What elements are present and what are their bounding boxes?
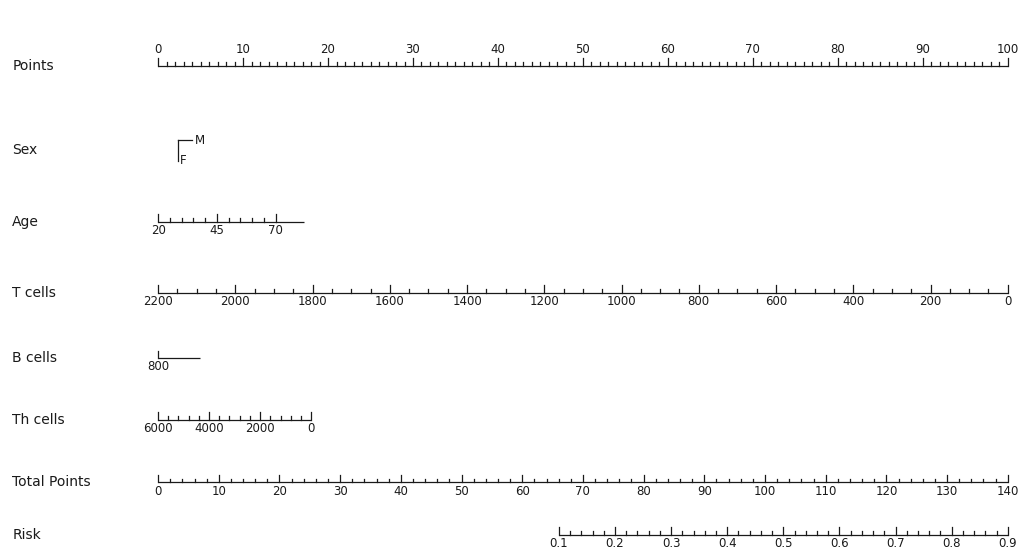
Text: 70: 70 bbox=[575, 485, 590, 498]
Text: 100: 100 bbox=[996, 43, 1018, 56]
Text: Points: Points bbox=[12, 59, 54, 73]
Text: 140: 140 bbox=[996, 485, 1018, 498]
Text: 50: 50 bbox=[575, 43, 590, 56]
Text: Th cells: Th cells bbox=[12, 412, 65, 427]
Text: 0.8: 0.8 bbox=[942, 537, 960, 547]
Text: 1600: 1600 bbox=[375, 295, 405, 308]
Text: 90: 90 bbox=[696, 485, 711, 498]
Text: F: F bbox=[179, 154, 185, 167]
Text: 60: 60 bbox=[660, 43, 675, 56]
Text: 50: 50 bbox=[453, 485, 469, 498]
Text: 40: 40 bbox=[393, 485, 408, 498]
Text: 20: 20 bbox=[272, 485, 286, 498]
Text: 20: 20 bbox=[151, 224, 165, 237]
Text: 110: 110 bbox=[814, 485, 836, 498]
Text: 0.1: 0.1 bbox=[549, 537, 568, 547]
Text: Age: Age bbox=[12, 214, 39, 229]
Text: 10: 10 bbox=[235, 43, 251, 56]
Text: 90: 90 bbox=[914, 43, 929, 56]
Text: 1000: 1000 bbox=[606, 295, 636, 308]
Text: 30: 30 bbox=[332, 485, 347, 498]
Text: 4000: 4000 bbox=[194, 422, 224, 435]
Text: 0: 0 bbox=[307, 422, 315, 435]
Text: 6000: 6000 bbox=[143, 422, 173, 435]
Text: 0.7: 0.7 bbox=[886, 537, 904, 547]
Text: 70: 70 bbox=[268, 224, 283, 237]
Text: 60: 60 bbox=[515, 485, 529, 498]
Text: 100: 100 bbox=[753, 485, 775, 498]
Text: 0: 0 bbox=[1003, 295, 1011, 308]
Text: 0.9: 0.9 bbox=[998, 537, 1016, 547]
Text: 2000: 2000 bbox=[220, 295, 250, 308]
Text: Total Points: Total Points bbox=[12, 475, 91, 490]
Text: 1200: 1200 bbox=[529, 295, 558, 308]
Text: 0.6: 0.6 bbox=[829, 537, 848, 547]
Text: 600: 600 bbox=[764, 295, 787, 308]
Text: 0.3: 0.3 bbox=[661, 537, 680, 547]
Text: 1400: 1400 bbox=[451, 295, 481, 308]
Text: 0.5: 0.5 bbox=[773, 537, 792, 547]
Text: Risk: Risk bbox=[12, 528, 41, 542]
Text: 70: 70 bbox=[745, 43, 759, 56]
Text: 200: 200 bbox=[918, 295, 941, 308]
Text: 0: 0 bbox=[154, 43, 162, 56]
Text: 0: 0 bbox=[154, 485, 162, 498]
Text: 130: 130 bbox=[935, 485, 957, 498]
Text: B cells: B cells bbox=[12, 351, 57, 365]
Text: 800: 800 bbox=[147, 360, 169, 374]
Text: 1800: 1800 bbox=[298, 295, 327, 308]
Text: 45: 45 bbox=[209, 224, 224, 237]
Text: T cells: T cells bbox=[12, 286, 56, 300]
Text: 10: 10 bbox=[211, 485, 226, 498]
Text: 80: 80 bbox=[636, 485, 650, 498]
Text: M: M bbox=[195, 133, 205, 147]
Text: 120: 120 bbox=[874, 485, 897, 498]
Text: 20: 20 bbox=[320, 43, 335, 56]
Text: Sex: Sex bbox=[12, 143, 38, 158]
Text: 2200: 2200 bbox=[143, 295, 173, 308]
Text: 80: 80 bbox=[829, 43, 845, 56]
Text: 40: 40 bbox=[490, 43, 504, 56]
Text: 400: 400 bbox=[842, 295, 863, 308]
Text: 0.2: 0.2 bbox=[605, 537, 624, 547]
Text: 0.4: 0.4 bbox=[717, 537, 736, 547]
Text: 30: 30 bbox=[406, 43, 420, 56]
Text: 800: 800 bbox=[687, 295, 709, 308]
Text: 2000: 2000 bbox=[245, 422, 275, 435]
